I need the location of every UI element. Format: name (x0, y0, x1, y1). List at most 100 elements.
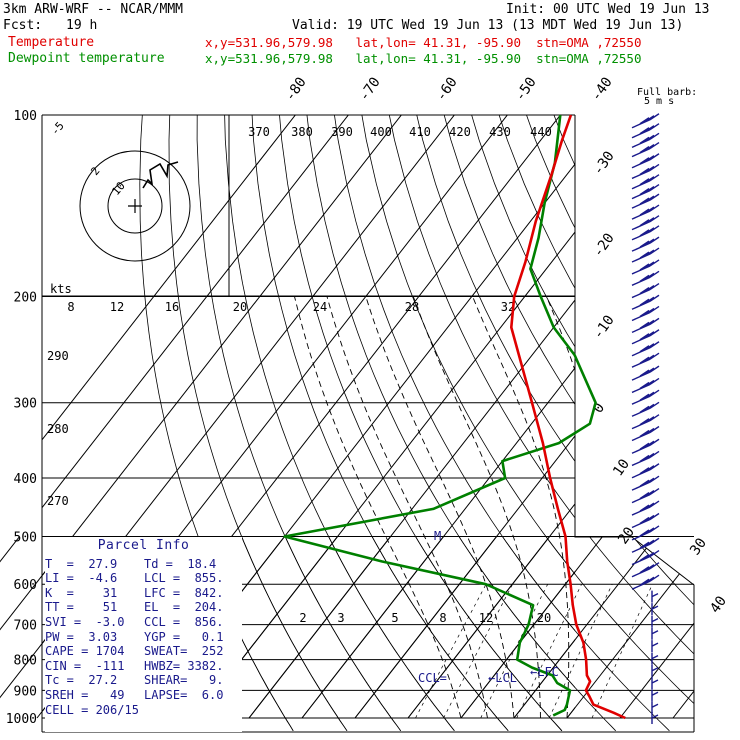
isotherm-label: -50 (512, 74, 540, 104)
isotherm-label: 30 (687, 535, 710, 558)
wind-barb (651, 689, 659, 702)
dry-adiabat (443, 115, 575, 406)
parcel-value: CAPE = 1704 (45, 644, 125, 659)
wind-barb (631, 247, 660, 263)
isotherm-label: -70 (356, 74, 384, 104)
theta-label: 440 (530, 125, 552, 139)
mixing-ratio-line (591, 584, 653, 719)
parcel-row: CAPE = 1704 SWEAT= 252 (45, 644, 242, 659)
theta-label: 370 (248, 125, 270, 139)
isotherm-label: -80 (282, 74, 310, 104)
dry-adiabat (168, 537, 348, 732)
parcel-row: TT = 51 EL = 204. (45, 600, 242, 615)
parcel-info-title: Parcel Info (97, 538, 190, 553)
dry-adiabat (416, 115, 575, 462)
hodograph-tick-label: 12 (110, 300, 124, 314)
pressure-tick-label: 200 (14, 291, 37, 306)
parcel-info-panel: Parcel Info T = 27.9 Td = 18.4 LI = -4.6 LC… (45, 537, 242, 732)
parcel-value: PW = 3.03 (45, 629, 118, 644)
wind-barb (631, 236, 660, 252)
hodograph-ring (79, 150, 191, 262)
mixing-ratio-line (415, 584, 487, 719)
theta-label: 390 (331, 125, 353, 139)
wind-barb (631, 204, 660, 220)
parcel-value: TT = 51 (45, 600, 118, 615)
model-title: 3km ARW-WRF -- NCAR/MMM (3, 2, 184, 17)
wind-barb (631, 512, 660, 529)
parcel-row: T = 27.9 Td = 18.4 (45, 557, 242, 572)
wind-legend-unit: 5 m s (644, 96, 674, 107)
wind-barb (631, 549, 660, 566)
theta-label: 380 (291, 125, 313, 139)
dry-adiabat (279, 115, 563, 732)
wind-barb (631, 500, 660, 516)
wind-barb (651, 615, 659, 628)
parcel-value: LCL = 855. (144, 571, 224, 586)
wind-barb (631, 259, 660, 275)
isotherm (248, 299, 575, 719)
adiabat-label: 280 (47, 422, 69, 436)
dry-adiabat (251, 115, 509, 732)
mixing-ratio-label: 8 (439, 611, 446, 625)
wind-barb (651, 603, 659, 616)
isotherm (0, 537, 430, 719)
parcel-value: HWBZ= 3382. (144, 658, 224, 673)
wind-barb (631, 574, 660, 590)
isotherm (672, 537, 694, 719)
wind-barb (631, 270, 660, 286)
hodograph-ring-label: -5 (48, 119, 66, 138)
wind-barb (631, 163, 660, 180)
legend-dewpoint: Dewpoint temperature (8, 51, 165, 66)
temperature-location: x,y=531.96,579.98 lat,lon= 41.31, -95.90… (205, 35, 642, 50)
legend-temperature: Temperature (8, 35, 95, 50)
parcel-row: SVI = -3.0 CCL = 856. (45, 615, 242, 630)
pressure-tick-label: 400 (14, 472, 37, 487)
pressure-tick-label: 800 (14, 654, 37, 669)
forecast-label: Fcst: (3, 18, 43, 33)
init-time: Init: 00 UTC Wed 19 Jun 13 (506, 2, 710, 17)
hodograph-ring-label: 10 (109, 179, 127, 198)
forecast-hour: 19 h (66, 18, 98, 33)
ccl-marker: CCL= (418, 671, 447, 685)
isotherm (407, 503, 575, 719)
wind-barb (631, 132, 660, 148)
wind-barb (631, 282, 660, 299)
dry-adiabat (383, 537, 694, 732)
chart-frame (41, 115, 695, 733)
isotherm (42, 115, 402, 577)
adiabat-label: 290 (47, 349, 69, 363)
parcel-value: CIN = -111 (45, 658, 125, 673)
parcel-row: SREH = 49 LAPSE= 6.0 (45, 688, 242, 703)
dry-adiabat (649, 537, 694, 732)
dry-adiabat (276, 537, 563, 732)
wind-barb (651, 677, 659, 690)
dry-adiabat (223, 537, 455, 732)
dry-adiabat (388, 115, 575, 519)
theta-label: 400 (370, 125, 392, 139)
moist-adiabat (647, 297, 709, 719)
lcl-marker: ←LCL (488, 671, 517, 685)
pressure-tick-label: 700 (14, 619, 37, 634)
parcel-value: Tc = 27.2 (45, 673, 118, 688)
parcel-value: LAPSE= 6.0 (144, 687, 224, 702)
parcel-value: EL = 204. (144, 600, 224, 615)
dewpoint-line (283, 114, 597, 717)
wind-barb (651, 701, 659, 714)
mixing-ratio-label: 20 (537, 611, 551, 625)
wind-barb (631, 174, 660, 190)
valid-time: Valid: 19 UTC Wed 19 Jun 13 (13 MDT Wed … (292, 18, 684, 33)
wind-barb (651, 652, 659, 665)
wind-barb (631, 193, 660, 209)
isotherm (673, 80, 740, 718)
isotherm-label: 40 (707, 593, 730, 616)
wind-barb (651, 664, 659, 677)
hodograph-trace (142, 161, 179, 189)
dry-adiabat (703, 87, 740, 730)
hodograph-center (128, 199, 142, 213)
parcel-value: CCL = 856. (144, 614, 224, 629)
dry-adiabat (676, 87, 740, 730)
parcel-value: SHEAR= 9. (144, 673, 224, 688)
pressure-tick-label: 600 (14, 578, 37, 593)
